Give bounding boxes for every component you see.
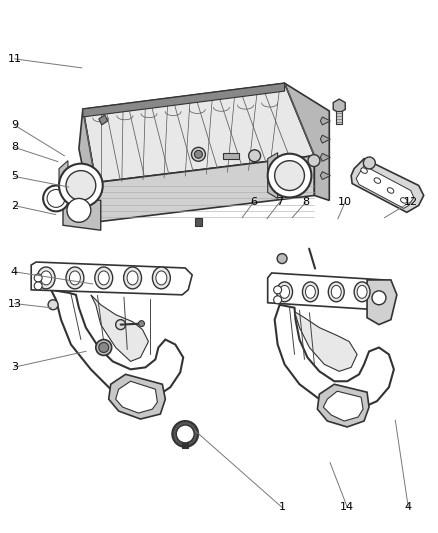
Polygon shape xyxy=(31,262,192,295)
Ellipse shape xyxy=(152,267,170,289)
Polygon shape xyxy=(83,83,314,182)
Text: 13: 13 xyxy=(7,298,21,309)
Text: 8: 8 xyxy=(11,142,18,152)
Polygon shape xyxy=(99,115,108,125)
Ellipse shape xyxy=(95,267,113,289)
Ellipse shape xyxy=(37,267,55,289)
Text: 12: 12 xyxy=(403,197,417,207)
Polygon shape xyxy=(79,109,96,222)
Ellipse shape xyxy=(41,271,52,285)
Ellipse shape xyxy=(274,296,282,304)
Ellipse shape xyxy=(275,160,304,190)
Polygon shape xyxy=(195,219,202,226)
Polygon shape xyxy=(336,111,342,124)
Ellipse shape xyxy=(277,254,287,263)
Ellipse shape xyxy=(59,164,103,207)
Ellipse shape xyxy=(66,267,84,289)
Ellipse shape xyxy=(308,155,320,166)
Ellipse shape xyxy=(98,271,109,285)
Text: 6: 6 xyxy=(251,197,257,207)
Polygon shape xyxy=(94,156,314,222)
Text: 4: 4 xyxy=(405,503,412,512)
Polygon shape xyxy=(268,273,387,310)
Ellipse shape xyxy=(34,274,42,282)
Ellipse shape xyxy=(172,421,198,447)
Polygon shape xyxy=(91,295,148,361)
Ellipse shape xyxy=(67,198,91,222)
Polygon shape xyxy=(333,99,345,113)
Polygon shape xyxy=(351,159,424,212)
Polygon shape xyxy=(83,83,285,117)
Ellipse shape xyxy=(99,343,109,352)
Text: 9: 9 xyxy=(11,120,18,130)
Text: 8: 8 xyxy=(303,197,310,207)
Ellipse shape xyxy=(127,271,138,285)
Polygon shape xyxy=(285,83,329,200)
Text: 1: 1 xyxy=(279,503,286,512)
Polygon shape xyxy=(63,196,101,230)
Ellipse shape xyxy=(387,188,394,193)
Ellipse shape xyxy=(34,282,42,290)
Ellipse shape xyxy=(331,285,341,298)
Ellipse shape xyxy=(361,168,367,173)
Text: 5: 5 xyxy=(11,172,18,181)
Ellipse shape xyxy=(305,285,315,298)
Polygon shape xyxy=(320,154,330,161)
Ellipse shape xyxy=(357,285,367,298)
Ellipse shape xyxy=(66,171,96,200)
Polygon shape xyxy=(320,117,330,125)
Ellipse shape xyxy=(191,147,205,161)
Polygon shape xyxy=(223,153,239,159)
Ellipse shape xyxy=(194,150,202,158)
Ellipse shape xyxy=(354,282,370,302)
Polygon shape xyxy=(116,381,157,413)
Text: 10: 10 xyxy=(338,197,352,207)
Ellipse shape xyxy=(156,271,167,285)
Polygon shape xyxy=(294,312,357,372)
Ellipse shape xyxy=(48,300,58,310)
Ellipse shape xyxy=(176,425,194,443)
Ellipse shape xyxy=(116,320,126,329)
Polygon shape xyxy=(367,280,397,325)
Polygon shape xyxy=(356,166,414,208)
Polygon shape xyxy=(109,374,165,419)
Text: 4: 4 xyxy=(11,267,18,277)
Polygon shape xyxy=(323,391,363,421)
Ellipse shape xyxy=(279,285,290,298)
Ellipse shape xyxy=(124,267,141,289)
Polygon shape xyxy=(59,160,68,211)
Ellipse shape xyxy=(401,198,407,203)
Ellipse shape xyxy=(70,271,81,285)
Polygon shape xyxy=(51,290,183,399)
Polygon shape xyxy=(320,172,330,180)
Ellipse shape xyxy=(303,282,318,302)
Text: 7: 7 xyxy=(276,197,283,207)
Polygon shape xyxy=(268,153,278,198)
Ellipse shape xyxy=(374,178,381,183)
Ellipse shape xyxy=(328,282,344,302)
Text: 14: 14 xyxy=(340,503,354,512)
Text: 2: 2 xyxy=(11,200,18,211)
Ellipse shape xyxy=(274,286,282,294)
Ellipse shape xyxy=(277,282,293,302)
Ellipse shape xyxy=(372,291,386,305)
Text: 3: 3 xyxy=(11,362,18,372)
Polygon shape xyxy=(320,135,330,143)
Ellipse shape xyxy=(138,321,145,327)
Ellipse shape xyxy=(96,340,112,356)
Ellipse shape xyxy=(268,154,311,197)
Ellipse shape xyxy=(249,150,261,161)
Ellipse shape xyxy=(364,157,375,169)
Ellipse shape xyxy=(43,185,69,212)
Polygon shape xyxy=(275,305,394,409)
Polygon shape xyxy=(182,443,188,448)
Polygon shape xyxy=(318,384,369,427)
Text: 11: 11 xyxy=(7,54,21,64)
